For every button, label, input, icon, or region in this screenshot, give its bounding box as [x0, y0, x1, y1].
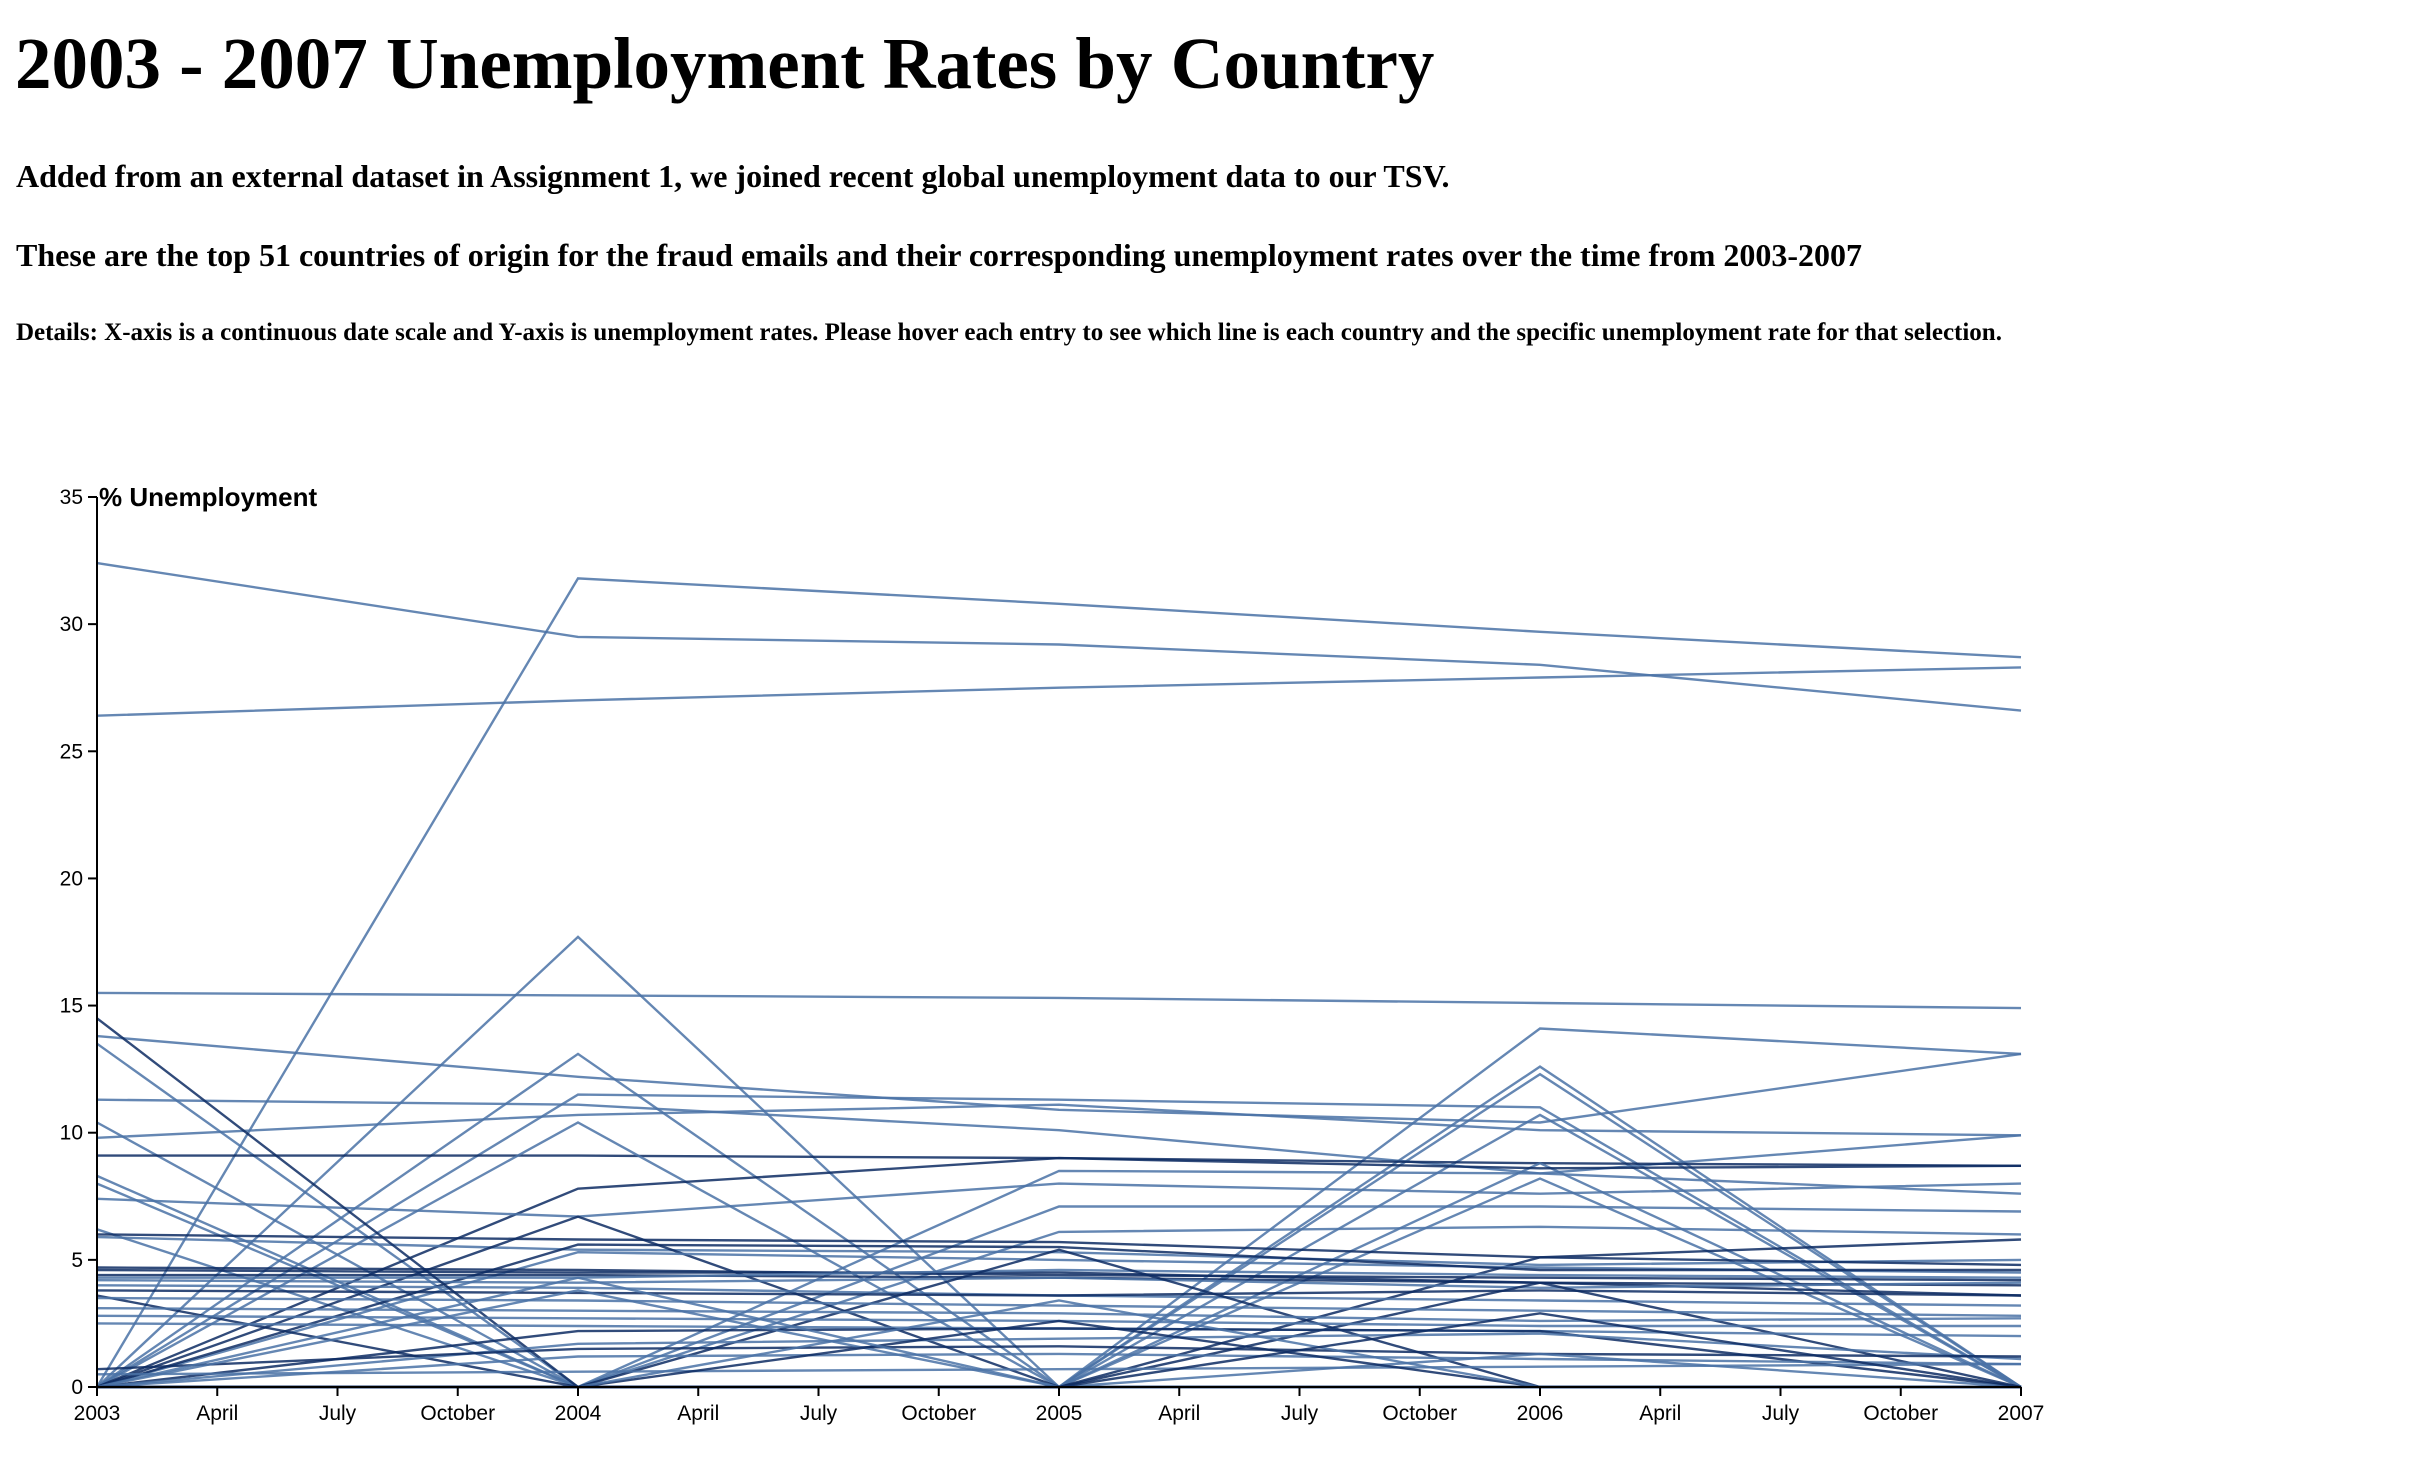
x-tick-label: October	[1382, 1402, 1457, 1425]
x-tick: July	[800, 1387, 838, 1425]
x-tick: July	[1281, 1387, 1319, 1425]
y-tick-label: 25	[60, 740, 83, 763]
series-line-1[interactable]	[96, 561, 2022, 712]
series-line-22[interactable]	[96, 1235, 2022, 1267]
series-line-18[interactable]	[96, 1182, 2022, 1218]
y-axis-label: % Unemployment	[99, 482, 317, 512]
x-tick-label: October	[901, 1402, 976, 1425]
y-tick: 25	[60, 740, 97, 763]
x-tick: April	[196, 1387, 238, 1425]
series-line-12[interactable]	[96, 1103, 2022, 1139]
x-tick-label: October	[1863, 1402, 1938, 1425]
x-tick: April	[1158, 1387, 1200, 1425]
x-tick-label: October	[420, 1402, 495, 1425]
x-tick: April	[1639, 1387, 1681, 1425]
x-tick: 2007	[1998, 1387, 2045, 1425]
x-tick: 2006	[1517, 1387, 1564, 1425]
x-tick-label: 2007	[1998, 1402, 2045, 1425]
x-tick: July	[1762, 1387, 1800, 1425]
y-tick-label: 20	[60, 867, 83, 890]
y-tick: 5	[71, 1249, 97, 1272]
x-tick-label: July	[1762, 1402, 1800, 1425]
series-lines	[95, 561, 2022, 1389]
x-axis: 2003 April July October 2004 April July October…	[74, 1386, 2045, 1425]
x-tick: 2003	[74, 1387, 121, 1425]
y-axis: 0 5 10 15 20 25 30 35	[60, 486, 98, 1399]
y-tick: 30	[60, 613, 97, 636]
x-tick: 2005	[1036, 1387, 1083, 1425]
x-tick: October	[1382, 1387, 1457, 1425]
subtitle-countries: These are the top 51 countries of origin…	[16, 237, 1863, 273]
subtitle-dataset: Added from an external dataset in Assign…	[16, 158, 1450, 194]
x-tick: 2004	[555, 1387, 602, 1425]
series-line-32[interactable]	[96, 1289, 2022, 1297]
y-tick: 35	[60, 486, 97, 509]
series-line-26[interactable]	[96, 1266, 2022, 1282]
series-line-21[interactable]	[96, 1233, 2022, 1259]
series-line-36[interactable]	[96, 1296, 2022, 1317]
x-tick: July	[319, 1387, 357, 1425]
series-line-2[interactable]	[95, 577, 2022, 1388]
page-title: 2003 - 2007 Unemployment Rates by Countr…	[15, 23, 1435, 104]
series-line-43[interactable]	[96, 1352, 2022, 1389]
x-tick-label: July	[1281, 1402, 1319, 1425]
x-tick-label: April	[1639, 1402, 1681, 1425]
series-line-15[interactable]	[96, 1156, 2022, 1389]
x-tick: October	[901, 1387, 976, 1425]
x-tick-label: April	[677, 1402, 719, 1425]
series-line-41[interactable]	[96, 1332, 2022, 1389]
series-line-29[interactable]	[97, 1268, 2022, 1279]
series-line-5[interactable]	[96, 1034, 2022, 1124]
y-tick: 15	[60, 995, 97, 1018]
series-line-42[interactable]	[96, 1345, 2022, 1371]
x-tick-label: July	[319, 1402, 357, 1425]
x-tick: October	[1863, 1387, 1938, 1425]
series-line-34[interactable]	[96, 1017, 2021, 1389]
y-tick-label: 35	[60, 486, 83, 509]
y-tick-label: 30	[60, 613, 83, 636]
x-tick-label: April	[1158, 1402, 1200, 1425]
series-line-4[interactable]	[96, 991, 2022, 1010]
x-tick-label: 2003	[74, 1402, 121, 1425]
y-tick: 10	[60, 1122, 97, 1145]
y-tick: 0	[71, 1376, 97, 1399]
series-line-9[interactable]	[96, 1098, 2022, 1175]
unemployment-line-chart: 0 5 10 15 20 25 30 35 2003 April July October 2004 A…	[60, 482, 2045, 1425]
x-tick-label: April	[196, 1402, 238, 1425]
y-tick-label: 5	[71, 1249, 83, 1272]
x-tick-label: 2004	[555, 1402, 602, 1425]
series-line-37[interactable]	[96, 1307, 2022, 1323]
series-line-10[interactable]	[96, 1093, 2022, 1389]
series-line-40[interactable]	[96, 1327, 2022, 1389]
x-tick-label: July	[800, 1402, 838, 1425]
x-tick: October	[420, 1387, 495, 1425]
series-line-3[interactable]	[96, 666, 2022, 717]
y-tick: 20	[60, 867, 97, 890]
details-text: Details: X-axis is a continuous date sca…	[16, 319, 2002, 346]
x-tick: April	[677, 1387, 719, 1425]
x-tick-label: 2006	[1517, 1402, 1564, 1425]
series-line-20[interactable]	[96, 1225, 2022, 1389]
y-tick-label: 0	[71, 1376, 83, 1399]
y-tick-label: 10	[60, 1122, 83, 1145]
series-line-30[interactable]	[96, 1276, 2022, 1290]
x-tick-label: 2005	[1036, 1402, 1083, 1425]
y-tick-label: 15	[60, 995, 83, 1018]
series-line-45[interactable]	[97, 1352, 2022, 1389]
